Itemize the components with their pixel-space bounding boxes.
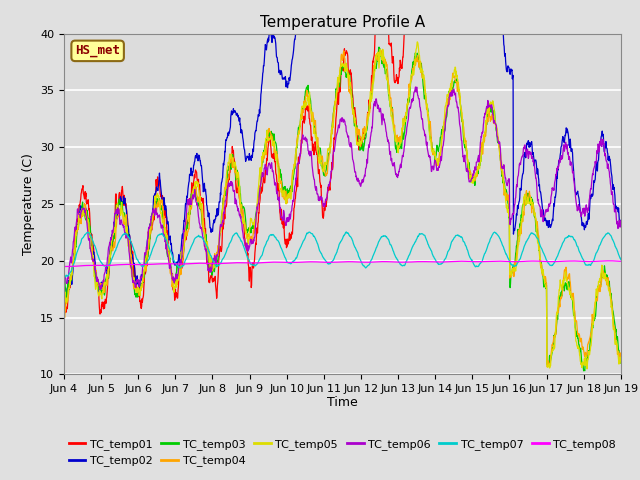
- TC_temp08: [308, 259, 316, 264]
- TC_temp03: [580, 368, 588, 374]
- TC_temp06: [308, 163, 316, 169]
- Y-axis label: Temperature (C): Temperature (C): [22, 153, 35, 255]
- TC_temp05: [617, 360, 625, 366]
- TC_temp05: [296, 121, 304, 127]
- TC_temp03: [296, 122, 304, 128]
- TC_temp08: [61, 264, 69, 269]
- TC_temp05: [413, 39, 421, 45]
- TC_temp04: [296, 120, 304, 126]
- TC_temp06: [378, 111, 385, 117]
- TC_temp06: [412, 84, 420, 90]
- TC_temp07: [104, 264, 111, 269]
- TC_temp01: [60, 295, 68, 301]
- TC_temp04: [378, 50, 385, 56]
- TC_temp02: [60, 300, 68, 306]
- TC_temp01: [318, 203, 326, 209]
- TC_temp07: [61, 274, 69, 280]
- TC_temp05: [583, 366, 591, 372]
- TC_temp06: [126, 258, 134, 264]
- TC_temp02: [126, 238, 134, 243]
- TC_temp03: [318, 159, 326, 165]
- TC_temp04: [617, 355, 625, 360]
- TC_temp07: [60, 274, 68, 279]
- TC_temp02: [61, 300, 68, 306]
- Line: TC_temp04: TC_temp04: [64, 49, 621, 367]
- TC_temp03: [617, 359, 625, 364]
- TC_temp04: [126, 241, 134, 247]
- TC_temp06: [297, 149, 305, 155]
- TC_temp05: [377, 52, 385, 58]
- TC_temp03: [103, 274, 111, 279]
- TC_temp03: [375, 44, 383, 50]
- Line: TC_temp06: TC_temp06: [64, 87, 621, 290]
- TC_temp05: [126, 250, 134, 256]
- TC_temp07: [308, 231, 316, 237]
- TC_temp07: [378, 234, 385, 240]
- Legend: TC_temp01, TC_temp02, TC_temp03, TC_temp04, TC_temp05, TC_temp06, TC_temp07, TC_: TC_temp01, TC_temp02, TC_temp03, TC_temp…: [64, 434, 621, 471]
- TC_temp03: [378, 52, 385, 58]
- TC_temp06: [104, 255, 111, 261]
- Line: TC_temp01: TC_temp01: [64, 0, 621, 314]
- TC_temp07: [617, 257, 625, 263]
- TC_temp06: [60, 265, 68, 271]
- TC_temp04: [308, 119, 316, 124]
- TC_temp08: [378, 259, 385, 264]
- TC_temp01: [96, 311, 104, 317]
- TC_temp07: [297, 244, 305, 250]
- TC_temp01: [104, 285, 111, 291]
- TC_temp03: [126, 244, 134, 250]
- Line: TC_temp05: TC_temp05: [64, 42, 621, 369]
- TC_temp06: [97, 287, 104, 293]
- Line: TC_temp07: TC_temp07: [64, 232, 621, 277]
- TC_temp08: [104, 263, 111, 268]
- TC_temp07: [318, 252, 326, 258]
- Line: TC_temp03: TC_temp03: [64, 47, 621, 371]
- TC_temp08: [126, 262, 134, 267]
- Line: TC_temp08: TC_temp08: [64, 261, 621, 266]
- TC_temp02: [617, 221, 625, 227]
- TC_temp01: [126, 239, 134, 244]
- Text: HS_met: HS_met: [75, 44, 120, 58]
- TC_temp06: [318, 197, 326, 203]
- TC_temp02: [104, 268, 111, 274]
- TC_temp08: [297, 259, 305, 265]
- TC_temp01: [297, 151, 305, 157]
- TC_temp02: [318, 11, 326, 17]
- TC_temp04: [543, 364, 551, 370]
- TC_temp04: [103, 282, 111, 288]
- TC_temp04: [318, 154, 326, 159]
- X-axis label: Time: Time: [327, 396, 358, 408]
- TC_temp05: [60, 292, 68, 298]
- Title: Temperature Profile A: Temperature Profile A: [260, 15, 425, 30]
- TC_temp06: [617, 218, 625, 224]
- TC_temp03: [308, 110, 316, 116]
- TC_temp04: [376, 47, 384, 52]
- TC_temp08: [60, 264, 68, 269]
- TC_temp03: [60, 276, 68, 281]
- TC_temp05: [318, 163, 326, 168]
- TC_temp05: [103, 275, 111, 280]
- TC_temp05: [308, 109, 316, 115]
- TC_temp01: [308, 136, 316, 142]
- TC_temp07: [126, 237, 134, 242]
- TC_temp08: [605, 258, 612, 264]
- TC_temp08: [617, 258, 625, 264]
- Line: TC_temp02: TC_temp02: [64, 0, 621, 303]
- TC_temp07: [342, 229, 350, 235]
- TC_temp08: [318, 259, 326, 265]
- TC_temp04: [60, 322, 68, 328]
